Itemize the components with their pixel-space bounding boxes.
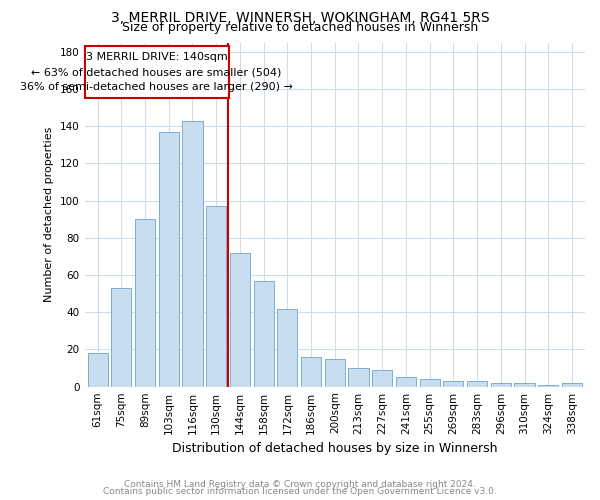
Bar [396,378,416,386]
Y-axis label: Number of detached properties: Number of detached properties [44,127,55,302]
Bar [230,252,250,386]
Bar [372,370,392,386]
Text: 3, MERRIL DRIVE, WINNERSH, WOKINGHAM, RG41 5RS: 3, MERRIL DRIVE, WINNERSH, WOKINGHAM, RG… [110,11,490,25]
Text: ← 63% of detached houses are smaller (504): ← 63% of detached houses are smaller (50… [31,68,282,78]
Bar [206,206,226,386]
Bar [254,280,274,386]
Bar [491,383,511,386]
Bar [538,385,559,386]
Bar [88,353,107,386]
Text: Contains public sector information licensed under the Open Government Licence v3: Contains public sector information licen… [103,487,497,496]
Bar [443,381,463,386]
Text: 3 MERRIL DRIVE: 140sqm: 3 MERRIL DRIVE: 140sqm [86,52,227,62]
Bar [301,357,321,386]
Bar [135,219,155,386]
Bar [111,288,131,386]
Text: Size of property relative to detached houses in Winnersh: Size of property relative to detached ho… [122,22,478,35]
Bar [562,383,582,386]
Bar [349,368,368,386]
Bar [277,308,298,386]
Bar [182,120,203,386]
Text: 36% of semi-detached houses are larger (290) →: 36% of semi-detached houses are larger (… [20,82,293,92]
Bar [325,359,345,386]
Bar [158,132,179,386]
FancyBboxPatch shape [85,46,229,98]
Bar [514,383,535,386]
Text: Contains HM Land Registry data © Crown copyright and database right 2024.: Contains HM Land Registry data © Crown c… [124,480,476,489]
Bar [419,379,440,386]
Bar [467,381,487,386]
X-axis label: Distribution of detached houses by size in Winnersh: Distribution of detached houses by size … [172,442,497,455]
